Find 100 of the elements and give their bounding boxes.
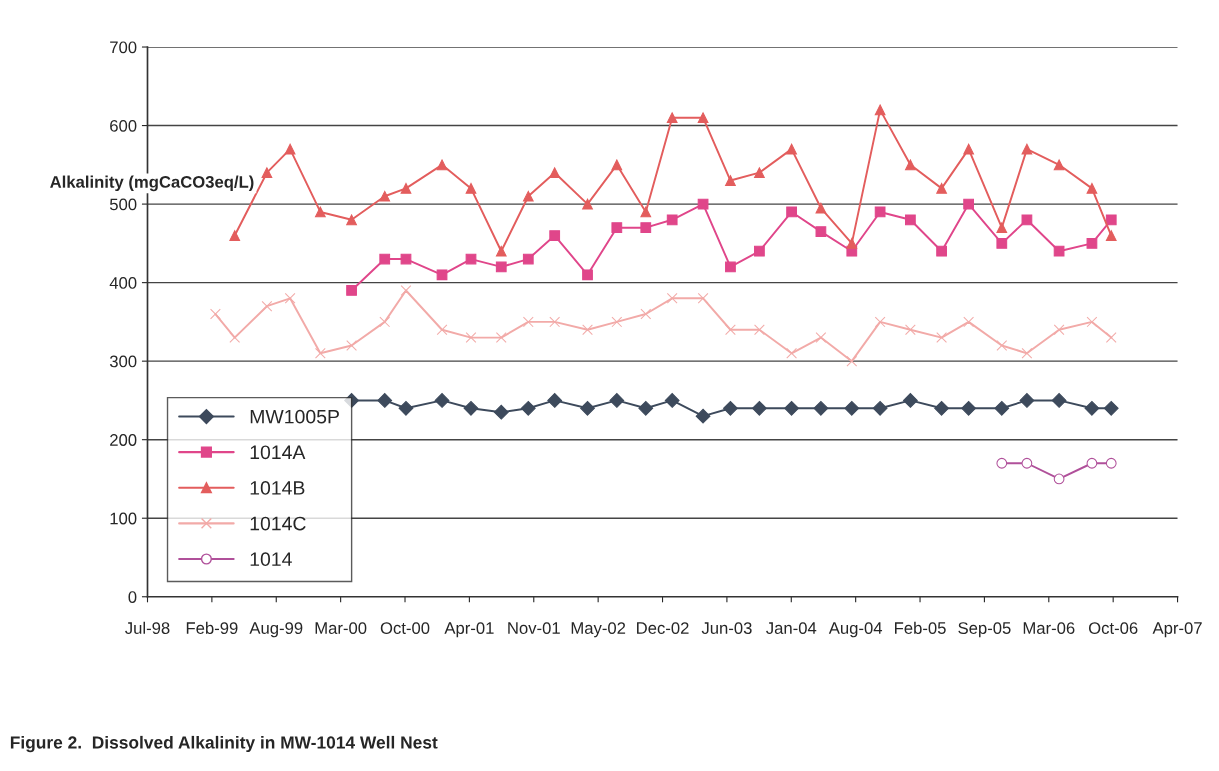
y-tick-label: 0 — [128, 591, 137, 603]
point — [963, 198, 975, 210]
point — [314, 347, 326, 359]
point — [936, 332, 947, 343]
point — [640, 308, 652, 320]
point — [666, 112, 678, 124]
point — [697, 292, 709, 304]
point — [874, 316, 886, 328]
y-tick-label: 100 — [110, 512, 137, 525]
point — [996, 340, 1008, 351]
point — [522, 316, 534, 328]
x-tick-label: Aug-04 — [828, 622, 883, 638]
point — [495, 245, 507, 257]
point — [1086, 457, 1098, 469]
point — [549, 316, 561, 328]
point — [434, 393, 450, 408]
point — [346, 340, 357, 351]
point — [815, 226, 827, 237]
point — [754, 245, 765, 257]
point — [1021, 457, 1033, 469]
point — [346, 285, 357, 296]
point — [786, 143, 797, 155]
point — [666, 214, 678, 226]
point — [314, 206, 326, 218]
y-tick-label: 400 — [109, 277, 137, 289]
point — [844, 400, 860, 416]
point — [754, 167, 765, 179]
point — [725, 324, 736, 336]
x-tick-label: Mar-06 — [1023, 622, 1075, 634]
point — [936, 183, 947, 194]
x-tick-label: Jan-04 — [766, 622, 817, 634]
x-tick-label: Feb-05 — [895, 621, 946, 634]
point — [261, 167, 273, 179]
legend-label: 1014 — [250, 552, 292, 567]
point — [580, 400, 595, 416]
point — [522, 253, 534, 265]
point — [905, 159, 916, 171]
point — [846, 237, 858, 249]
x-tick-label: Apr-07 — [1152, 622, 1202, 638]
x-tick-label: Aug-99 — [249, 622, 303, 638]
point — [784, 400, 799, 416]
point — [210, 308, 221, 320]
point — [582, 269, 593, 281]
point — [1105, 230, 1117, 241]
point — [813, 400, 829, 416]
point — [229, 332, 241, 343]
point — [1019, 393, 1035, 408]
y-tick-label: 200 — [110, 434, 137, 446]
point — [786, 347, 797, 359]
point — [284, 292, 296, 304]
point — [1053, 245, 1065, 257]
point — [666, 292, 678, 304]
point — [815, 202, 827, 214]
x-tick-label: Apr-01 — [444, 622, 494, 638]
point — [520, 400, 536, 416]
point — [752, 400, 767, 416]
point — [495, 332, 507, 343]
legend-label: 1014A — [250, 445, 306, 460]
point — [1105, 457, 1117, 469]
point — [996, 457, 1008, 469]
y-axis-title: Alkalinity (mgCaCO3eq/L) — [50, 175, 254, 192]
point — [1103, 400, 1119, 416]
x-tick-label: Feb-99 — [186, 621, 238, 634]
point — [963, 143, 975, 155]
point — [902, 393, 918, 408]
legend-label: 1014C — [250, 516, 306, 531]
point — [786, 206, 797, 218]
point — [1021, 214, 1033, 226]
point — [640, 222, 652, 234]
point — [872, 400, 888, 416]
x-tick-label: Sep-05 — [958, 622, 1011, 638]
y-tick-label: 700 — [110, 41, 137, 54]
text: Figure 2. Dissolved Alkalinity in MW-1014 Well Nest — [10, 735, 438, 753]
point — [725, 261, 736, 273]
point — [493, 404, 509, 420]
x-tick-label: Nov-01 — [508, 622, 560, 634]
point — [905, 324, 916, 336]
y-tick-label: 500 — [109, 198, 137, 211]
point — [261, 300, 273, 312]
point — [1086, 183, 1098, 194]
point — [1053, 324, 1065, 336]
point — [1086, 316, 1098, 328]
point — [1021, 347, 1033, 359]
legend-label: MW1005P — [250, 409, 339, 424]
point — [664, 393, 680, 408]
point — [1086, 237, 1098, 249]
point — [495, 261, 507, 273]
point — [609, 393, 625, 408]
point — [640, 206, 652, 218]
point — [846, 355, 858, 367]
point — [377, 393, 393, 408]
legend-label: 1014B — [250, 481, 305, 495]
point — [723, 400, 738, 416]
point — [994, 400, 1010, 416]
x-tick-label: Oct-06 — [1088, 622, 1138, 634]
point — [1105, 214, 1117, 226]
point — [398, 400, 414, 416]
point — [379, 253, 391, 265]
point — [874, 104, 886, 116]
point — [961, 400, 977, 416]
